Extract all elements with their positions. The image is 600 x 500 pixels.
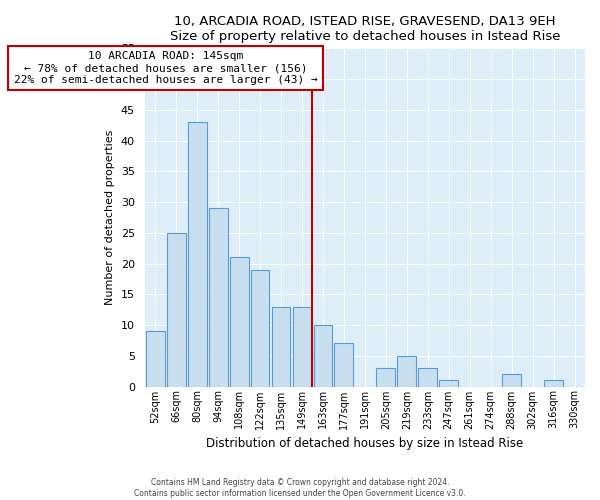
Text: 10 ARCADIA ROAD: 145sqm
← 78% of detached houses are smaller (156)
22% of semi-d: 10 ARCADIA ROAD: 145sqm ← 78% of detache… (14, 52, 317, 84)
Bar (439, 380, 458, 386)
Bar (251, 270, 269, 386)
Bar (334, 344, 353, 386)
Bar (293, 306, 311, 386)
Bar (272, 306, 290, 386)
Bar (397, 356, 416, 386)
Bar (209, 208, 227, 386)
Bar (376, 368, 395, 386)
Bar (314, 325, 332, 386)
X-axis label: Distribution of detached houses by size in Istead Rise: Distribution of detached houses by size … (206, 437, 523, 450)
Bar (544, 380, 563, 386)
Text: Contains HM Land Registry data © Crown copyright and database right 2024.
Contai: Contains HM Land Registry data © Crown c… (134, 478, 466, 498)
Bar (418, 368, 437, 386)
Y-axis label: Number of detached properties: Number of detached properties (106, 130, 115, 305)
Title: 10, ARCADIA ROAD, ISTEAD RISE, GRAVESEND, DA13 9EH
Size of property relative to : 10, ARCADIA ROAD, ISTEAD RISE, GRAVESEND… (170, 15, 560, 43)
Bar (146, 331, 164, 386)
Bar (230, 258, 248, 386)
Bar (167, 233, 185, 386)
Bar (188, 122, 206, 386)
Bar (502, 374, 521, 386)
